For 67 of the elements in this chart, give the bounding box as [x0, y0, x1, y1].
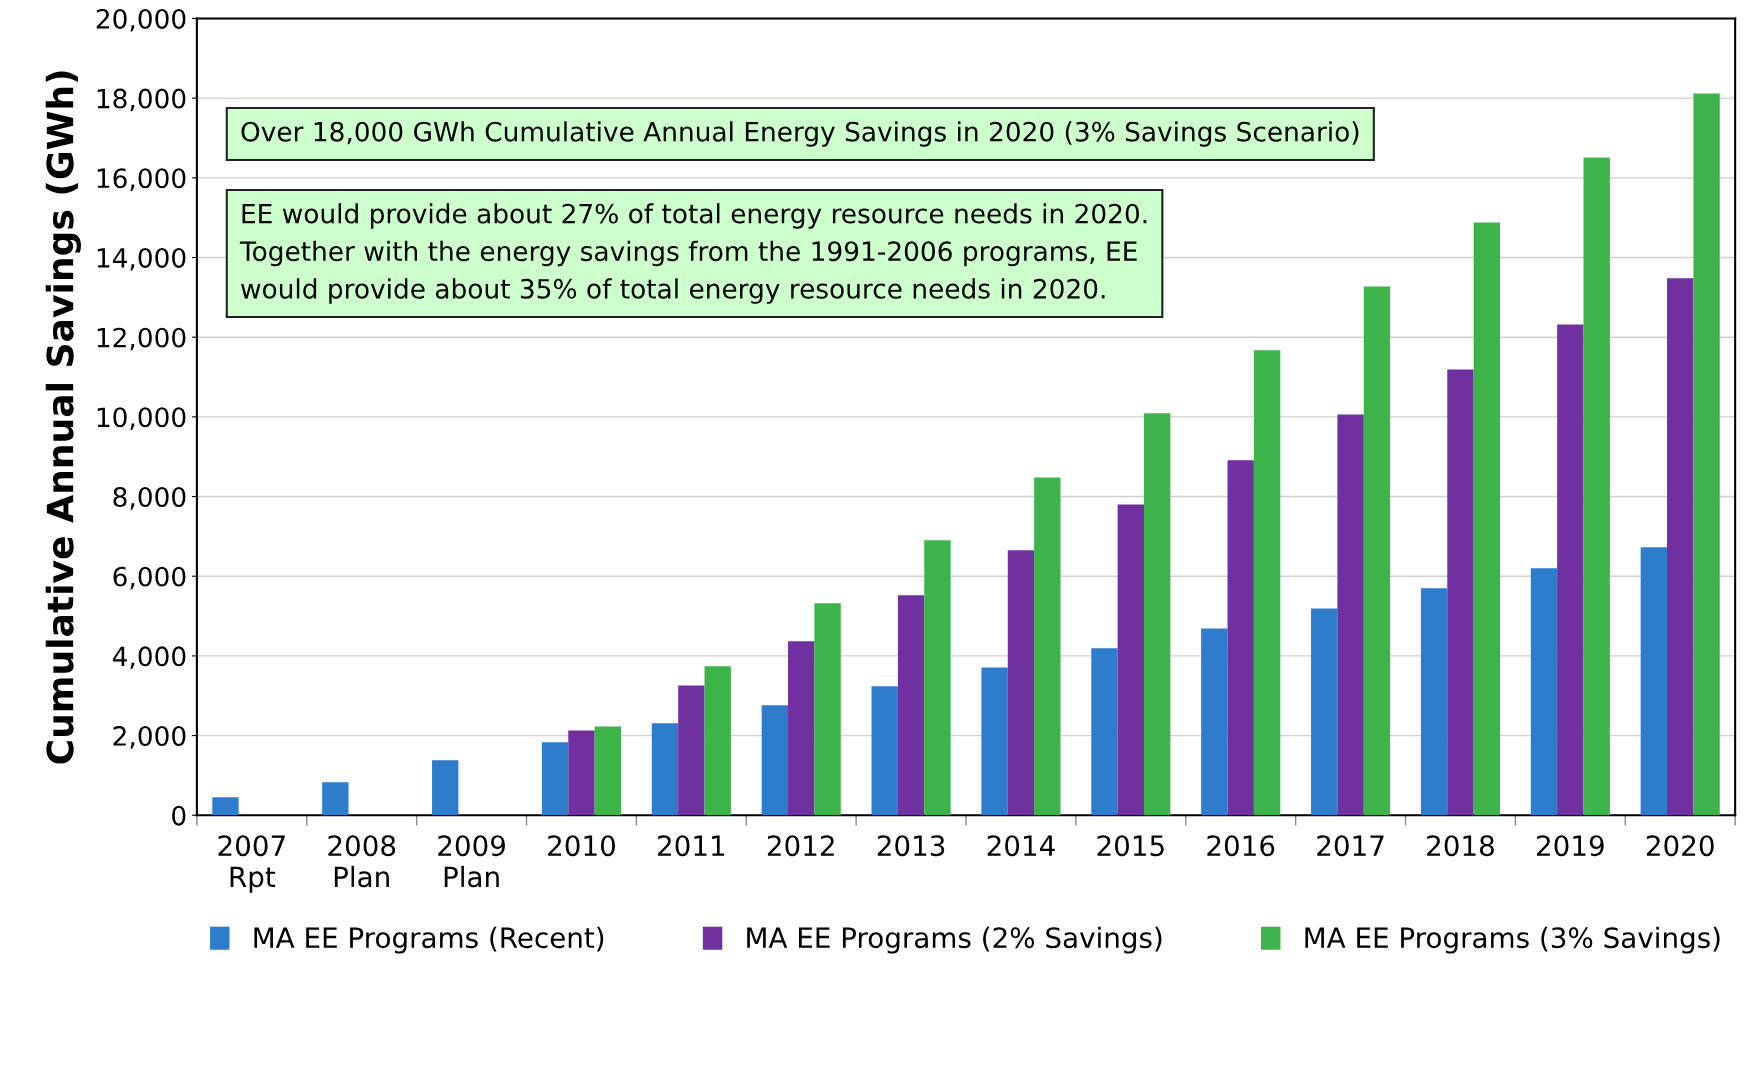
y-tick-label: 16,000 — [97, 168, 186, 191]
bar — [1693, 93, 1720, 816]
x-tick-label: 2007 Rpt — [218, 835, 285, 893]
bar — [322, 782, 349, 816]
bar — [1420, 588, 1448, 816]
legend-label: MA EE Programs (Recent) — [254, 926, 604, 954]
bar — [594, 726, 622, 816]
annotation: EE would provide about 27% of total energy resource needs in 2020. Together with the energy savings from the 1991-2006 programs, EE would provide about 35% of total energy resource needs in 2020. — [239, 203, 1147, 304]
bar — [1117, 504, 1145, 816]
bar — [568, 730, 595, 816]
bar — [924, 540, 951, 816]
annotation: Over 18,000 GWh Cumulative Annual Energy Savings in 2020 (3% Savings Scenario) — [241, 121, 1359, 147]
bar — [1363, 286, 1391, 816]
legend-label: MA EE Programs (2% Savings) — [747, 926, 1162, 954]
bar — [1530, 568, 1558, 816]
y-tick-label: 12,000 — [97, 327, 186, 351]
bar — [1337, 414, 1364, 816]
bar — [1640, 547, 1668, 816]
y-tick-label: 2,000 — [113, 726, 186, 749]
bar — [1473, 222, 1501, 816]
bar — [432, 760, 459, 816]
y-tick-label: 4,000 — [112, 646, 186, 669]
bar — [704, 666, 731, 816]
bar — [1201, 628, 1228, 816]
y-tick-label: 18,000 — [97, 88, 186, 112]
bar — [1091, 648, 1118, 816]
x-tick-label: 2013 — [877, 835, 945, 857]
y-tick-label: 8,000 — [113, 486, 186, 510]
y-tick-label: 6,000 — [113, 566, 186, 590]
x-tick-label: 2019 — [1537, 835, 1604, 857]
bar — [814, 603, 841, 816]
y-tick-label: 20,000 — [96, 8, 186, 32]
bar — [1557, 324, 1584, 816]
y-tick-label: 0 — [172, 805, 186, 826]
bar — [1007, 550, 1035, 816]
bar — [1034, 477, 1061, 816]
bar — [1583, 157, 1610, 816]
x-tick-label: 2018 — [1427, 835, 1494, 857]
x-tick-label: 2009 Plan — [438, 835, 505, 888]
y-axis-title: Cumulative Annual Savings (GWh) — [45, 71, 81, 764]
x-tick-label: 2020 — [1646, 835, 1714, 857]
bar — [981, 667, 1008, 816]
legend-label: MA EE Programs (3% Savings) — [1305, 926, 1720, 954]
x-tick-label: 2015 — [1097, 835, 1164, 857]
x-tick-label: 2011 — [658, 835, 725, 857]
bar — [788, 641, 815, 816]
bar — [761, 705, 789, 816]
bar — [541, 742, 569, 816]
bar — [897, 595, 925, 816]
bar — [212, 797, 239, 816]
bar — [1667, 278, 1694, 816]
bar — [678, 685, 705, 816]
bar — [871, 686, 898, 816]
x-tick-label: 2014 — [987, 835, 1055, 857]
x-tick-label: 2010 — [548, 835, 615, 857]
x-tick-label: 2012 — [767, 835, 834, 857]
y-tick-label: 10,000 — [97, 407, 186, 430]
bar — [1253, 350, 1281, 816]
x-tick-label: 2008 Plan — [328, 835, 396, 888]
x-tick-label: 2017 — [1317, 835, 1384, 857]
bar — [1311, 608, 1338, 816]
x-tick-label: 2016 — [1207, 835, 1275, 857]
bar — [1227, 460, 1254, 816]
bar — [1447, 369, 1474, 816]
bar — [651, 723, 679, 816]
y-tick-label: 14,000 — [97, 247, 186, 271]
bar — [1144, 413, 1171, 816]
